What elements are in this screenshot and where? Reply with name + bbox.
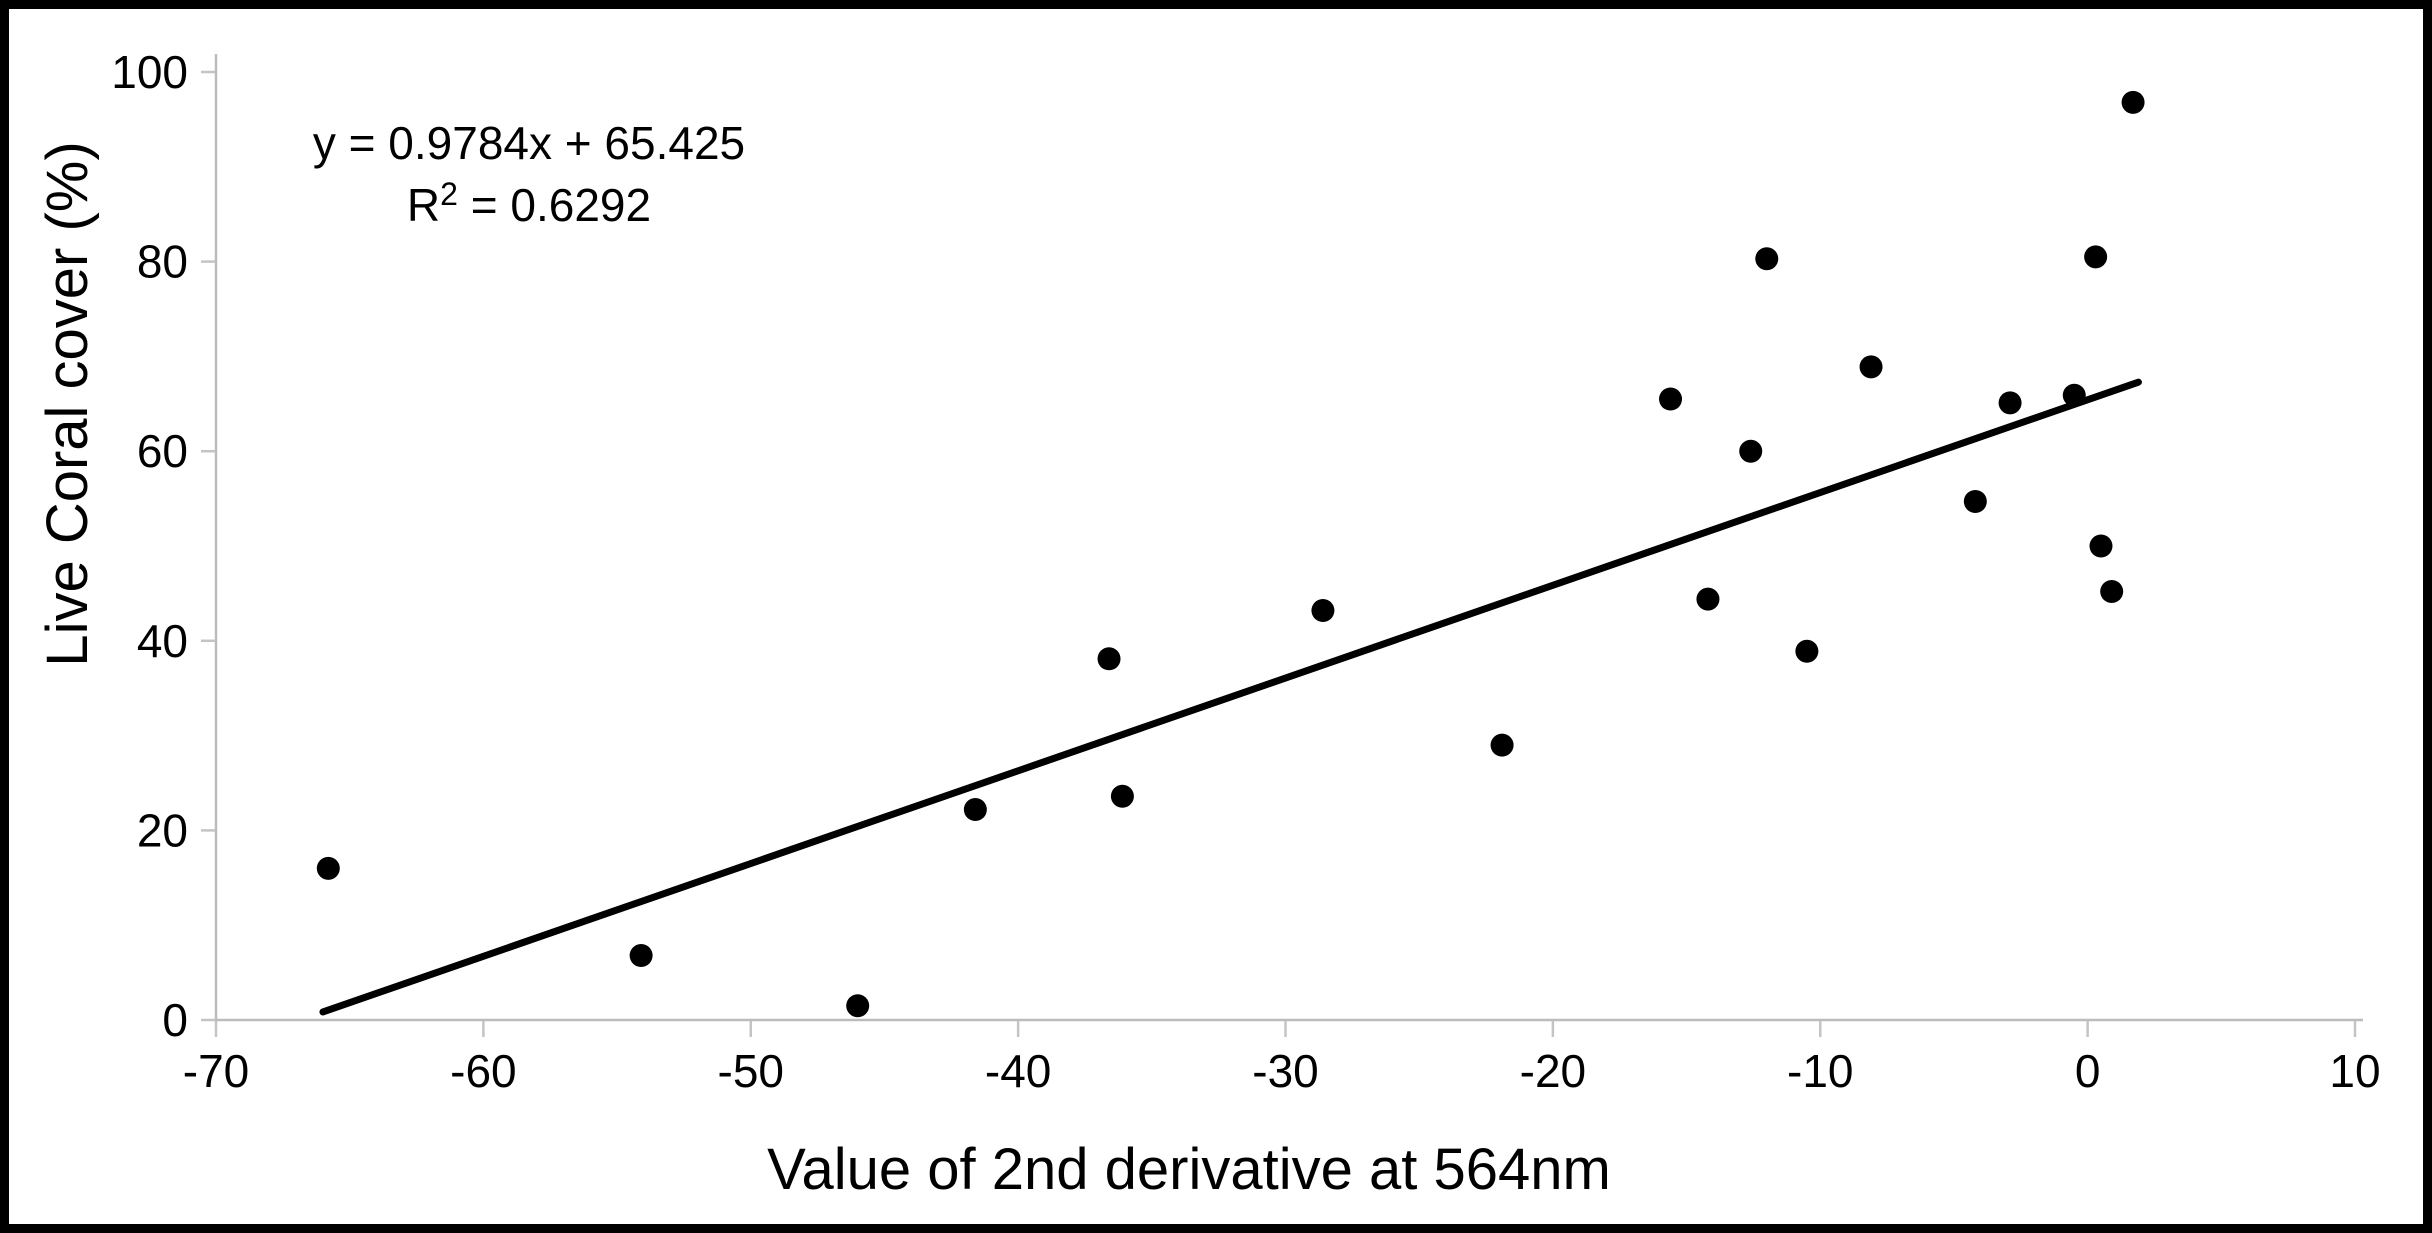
svg-text:100: 100 <box>111 46 188 98</box>
data-point <box>846 994 870 1018</box>
svg-text:10: 10 <box>2329 1045 2380 1097</box>
svg-text:-60: -60 <box>450 1045 516 1097</box>
equation-text: y = 0.9784x + 65.425 <box>313 117 745 169</box>
data-point <box>1859 355 1883 379</box>
svg-text:-70: -70 <box>183 1045 249 1097</box>
svg-text:-50: -50 <box>718 1045 784 1097</box>
data-point <box>2084 245 2108 269</box>
data-point <box>2089 534 2113 558</box>
x-axis-title: Value of 2nd derivative at 564nm <box>767 1137 1611 1202</box>
x-axis-tick-labels: -70 -60 -50 -40 -30 -20 -10 0 10 <box>183 1045 2381 1097</box>
svg-text:60: 60 <box>137 425 188 477</box>
trendline <box>319 378 2142 1016</box>
scatter-chart: -70 -60 -50 -40 -30 -20 -10 0 10 0 20 40 60 80 100 y … <box>35 46 2381 1202</box>
data-point <box>1659 387 1683 411</box>
data-point <box>2100 580 2124 604</box>
data-point <box>1311 598 1335 622</box>
svg-text:-20: -20 <box>1520 1045 1586 1097</box>
data-point <box>2062 383 2086 407</box>
data-point <box>2121 90 2145 114</box>
svg-text:40: 40 <box>137 615 188 667</box>
data-point <box>1998 391 2022 415</box>
data-point <box>963 798 987 822</box>
data-point <box>316 856 340 880</box>
svg-text:80: 80 <box>137 236 188 288</box>
data-point <box>1963 489 1987 513</box>
svg-text:-40: -40 <box>985 1045 1051 1097</box>
equation-annotation: y = 0.9784x + 65.425 R2 = 0.6292 <box>313 117 745 231</box>
svg-text:0: 0 <box>162 994 188 1046</box>
data-point <box>1097 647 1121 671</box>
data-point <box>1490 733 1514 757</box>
axes <box>214 54 2363 1022</box>
y-axis-ticks <box>201 70 215 1022</box>
data-point <box>1696 587 1720 611</box>
y-axis-tick-labels: 0 20 40 60 80 100 <box>111 46 188 1046</box>
svg-text:20: 20 <box>137 804 188 856</box>
data-point <box>1110 784 1134 808</box>
data-point <box>1795 639 1819 663</box>
svg-text:0: 0 <box>2075 1045 2101 1097</box>
data-point <box>1739 439 1763 463</box>
scatter-points <box>316 90 2145 1018</box>
x-axis-ticks <box>214 1021 2357 1037</box>
svg-text:-30: -30 <box>1252 1045 1318 1097</box>
data-point <box>1755 247 1779 271</box>
r-squared-text: R2 = 0.6292 <box>407 176 651 231</box>
y-axis-title: Live Coral cover (%) <box>35 141 100 666</box>
data-point <box>629 944 653 968</box>
svg-text:-10: -10 <box>1787 1045 1853 1097</box>
